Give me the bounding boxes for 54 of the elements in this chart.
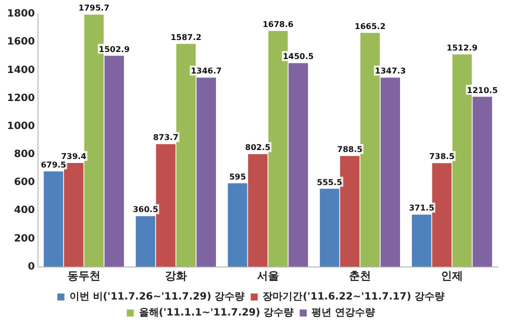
data-label: 738.5: [429, 152, 455, 162]
bar: [472, 96, 492, 267]
x-tick-label: 서울: [256, 269, 279, 282]
bar: [432, 163, 452, 267]
bar: [288, 63, 308, 267]
data-label: 739.4: [61, 152, 87, 162]
data-label: 371.5: [408, 204, 435, 213]
data-label: 1210.5: [466, 86, 498, 95]
bar: [104, 56, 124, 267]
bar: [136, 216, 156, 267]
data-label: 1678.6: [262, 20, 294, 30]
legend-label: 올해('11.1.1~'11.7.29) 강수량: [138, 308, 294, 319]
data-label: 555.5: [316, 178, 343, 187]
data-label: 873.7: [153, 133, 178, 142]
bar: [228, 183, 248, 267]
y-tick-label: 0: [28, 261, 35, 272]
bar: [340, 156, 360, 267]
y-tick-label: 600: [14, 177, 35, 188]
legend-label: 장마기간('11.6.22~'11.7.17) 강수량: [262, 292, 445, 303]
x-tick-label: 인제: [440, 269, 463, 282]
bar: [156, 144, 176, 267]
bar: [380, 78, 400, 267]
data-label: 802.5: [245, 143, 271, 152]
data-label: 1587.2: [170, 32, 202, 42]
y-tick-label: 800: [14, 149, 35, 160]
x-tick-label: 춘천: [348, 269, 371, 282]
y-tick-label: 400: [14, 205, 35, 216]
data-label: 1346.7: [190, 66, 222, 76]
data-label: 679.5: [40, 160, 67, 170]
data-label: 788.5: [337, 145, 363, 154]
legend-label: 평년 연강수량: [312, 308, 376, 319]
bar: [196, 78, 216, 267]
y-tick-label: 1600: [6, 36, 35, 48]
bar: [44, 171, 64, 267]
y-tick-label: 1000: [6, 120, 35, 132]
legend-label: 이번 비('11.7.26~'11.7.29) 강수량: [69, 292, 245, 303]
data-label: 595: [229, 172, 246, 182]
data-label: 1347.3: [374, 66, 406, 76]
bar: [248, 154, 268, 267]
x-tick-label: 동두천: [67, 269, 100, 282]
data-label: 1502.9: [98, 44, 130, 54]
data-label: 1512.9: [446, 43, 478, 52]
data-label: 1795.7: [78, 4, 110, 13]
y-tick-label: 1200: [6, 92, 35, 104]
y-tick-label: 1400: [6, 64, 35, 76]
bar: [412, 214, 432, 267]
data-label: 360.5: [132, 205, 159, 214]
y-tick-label: 1800: [6, 8, 35, 20]
data-label: 1450.5: [282, 52, 314, 62]
y-tick-label: 200: [14, 233, 35, 244]
data-label: 1665.2: [354, 22, 386, 32]
x-tick-label: 강화: [164, 269, 187, 282]
bar: [320, 188, 340, 267]
bar: [64, 162, 84, 267]
